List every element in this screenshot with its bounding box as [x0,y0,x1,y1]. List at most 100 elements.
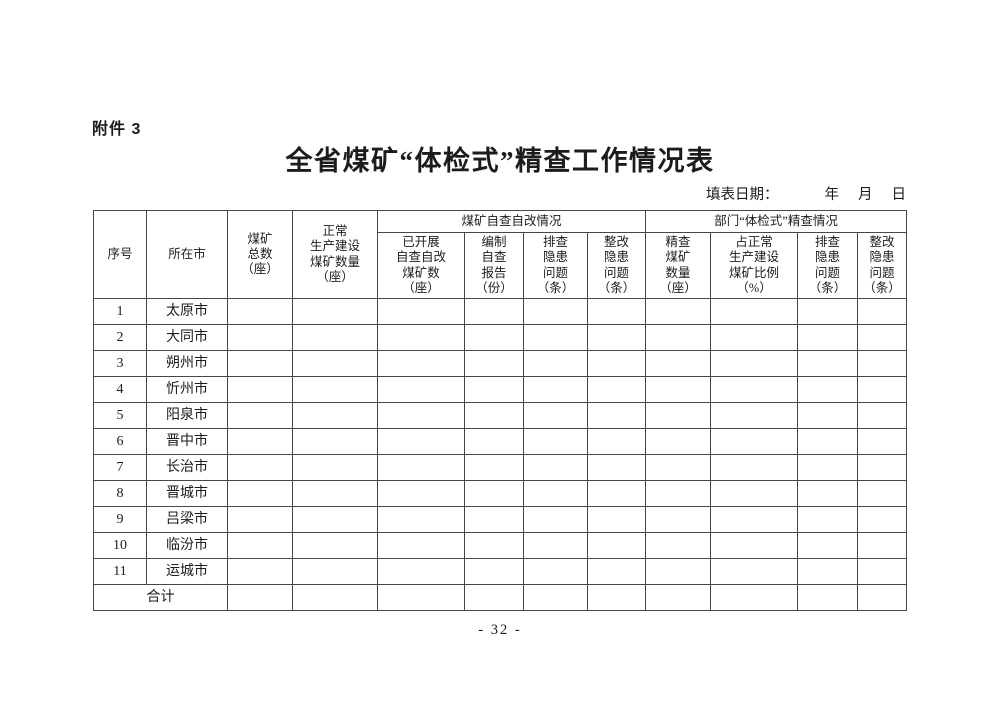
data-cell [292,324,378,351]
group-header-dept-check: 部门“体检式”精查情况 [645,210,908,233]
data-cell [523,532,588,559]
data-cell [645,454,712,481]
row-serial: 7 [93,454,147,481]
data-cell [586,480,647,507]
row-serial: 4 [93,376,147,403]
data-cell [586,428,647,455]
row-serial: 11 [93,558,147,585]
data-cell [377,324,465,351]
table-row: 4 忻州市 [93,376,908,403]
col-header-hazards-found-dept: 排查 隐患 问题 （条） [797,232,859,299]
data-cell [586,350,647,377]
col-header-normal-mines: 正常 生产建设 煤矿数量 （座） [292,210,378,299]
data-cell [377,506,465,533]
row-city: 忻州市 [146,376,228,403]
row-serial: 9 [93,506,147,533]
data-cell [710,376,799,403]
data-cell [292,350,378,377]
data-cell [797,454,859,481]
data-cell [586,324,647,351]
data-cell [797,558,859,585]
attachment-label: 附件 3 [92,121,142,138]
col-header-reports: 编制 自查 报告 （份） [464,232,524,299]
data-cell [377,558,465,585]
col-header-ratio: 占正常 生产建设 煤矿比例 （%） [710,232,799,299]
data-cell [227,298,293,325]
data-cell [645,350,712,377]
table-header: 序号 所在市 煤矿 总数 （座） 正常 生产建设 煤矿数量 （座） 煤矿自查自改… [93,210,908,299]
data-cell [586,376,647,403]
data-cell [292,532,378,559]
fill-date-day: 日 [891,187,907,203]
row-city: 临汾市 [146,532,228,559]
total-cell [523,584,588,611]
data-cell [464,402,524,429]
table-row: 1 太原市 [93,298,908,325]
col-header-city: 所在市 [146,210,228,299]
data-cell [586,558,647,585]
data-cell [377,532,465,559]
data-cell [857,506,908,533]
data-cell [645,428,712,455]
data-cell [227,324,293,351]
data-cell [857,402,908,429]
col-header-total-mines: 煤矿 总数 （座） [227,210,293,299]
data-cell [292,298,378,325]
data-cell [227,532,293,559]
data-cell [464,558,524,585]
data-cell [645,480,712,507]
data-cell [710,532,799,559]
table-row: 5 阳泉市 [93,402,908,429]
data-cell [523,324,588,351]
data-cell [857,480,908,507]
total-cell [645,584,712,611]
row-city: 朔州市 [146,350,228,377]
row-serial: 1 [93,298,147,325]
data-cell [797,506,859,533]
data-cell [464,506,524,533]
data-cell [292,376,378,403]
col-header-hazards-fixed-self: 整改 隐患 问题 （条） [586,232,647,299]
total-cell [292,584,378,611]
data-cell [292,454,378,481]
total-cell [586,584,647,611]
table-row: 7 长治市 [93,454,908,481]
total-cell [857,584,908,611]
data-cell [797,376,859,403]
row-serial: 8 [93,480,147,507]
data-cell [710,480,799,507]
data-cell [523,376,588,403]
data-cell [857,428,908,455]
col-header-hazards-found-self: 排查 隐患 问题 （条） [523,232,588,299]
data-cell [797,402,859,429]
row-city: 吕梁市 [146,506,228,533]
row-serial: 5 [93,402,147,429]
data-cell [710,558,799,585]
data-cell [227,428,293,455]
data-cell [377,428,465,455]
data-cell [523,428,588,455]
header-group-row: 序号 所在市 煤矿 总数 （座） 正常 生产建设 煤矿数量 （座） 煤矿自查自改… [93,210,908,299]
data-cell [586,454,647,481]
data-cell [377,402,465,429]
inspection-table: 序号 所在市 煤矿 总数 （座） 正常 生产建设 煤矿数量 （座） 煤矿自查自改… [93,210,908,611]
table-row: 8 晋城市 [93,480,908,507]
data-cell [586,402,647,429]
data-cell [645,532,712,559]
data-cell [710,506,799,533]
data-cell [857,350,908,377]
data-cell [523,298,588,325]
data-cell [227,480,293,507]
total-cell [377,584,465,611]
data-cell [857,454,908,481]
data-cell [645,558,712,585]
data-cell [464,376,524,403]
data-cell [645,298,712,325]
data-cell [377,480,465,507]
table-row: 2 大同市 [93,324,908,351]
data-cell [586,506,647,533]
data-cell [710,350,799,377]
data-cell [377,350,465,377]
data-cell [377,376,465,403]
